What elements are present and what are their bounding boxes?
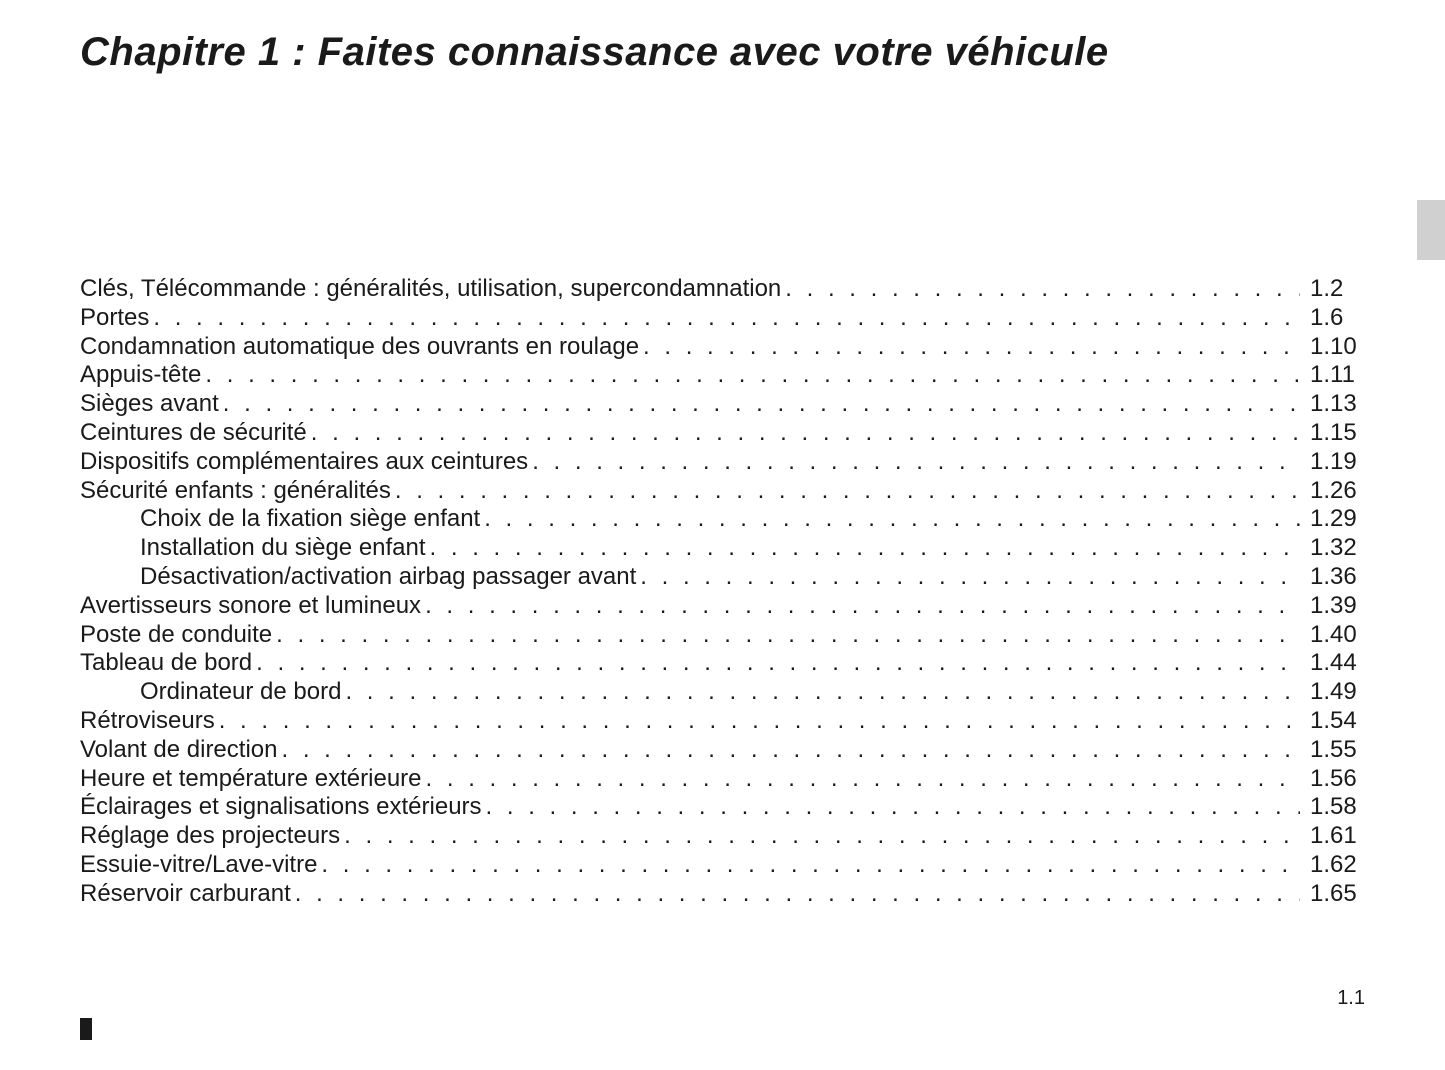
toc-label: Volant de direction	[80, 736, 277, 765]
toc-row: Heure et température extérieure. . . . .…	[80, 765, 1365, 794]
toc-label: Avertisseurs sonore et lumineux	[80, 592, 421, 621]
toc-dot-leader: . . . . . . . . . . . . . . . . . . . . …	[480, 505, 1300, 534]
toc-row: Éclairages et signalisations extérieurs.…	[80, 793, 1365, 822]
toc-dot-leader: . . . . . . . . . . . . . . . . . . . . …	[291, 880, 1300, 909]
toc-row: Appuis-tête. . . . . . . . . . . . . . .…	[80, 361, 1365, 390]
toc-label: Choix de la fixation siège enfant	[80, 505, 480, 534]
page-number: 1.1	[1337, 987, 1365, 1010]
toc-row: Ceintures de sécurité. . . . . . . . . .…	[80, 419, 1365, 448]
toc-label: Heure et température extérieure	[80, 765, 422, 794]
toc-dot-leader: . . . . . . . . . . . . . . . . . . . . …	[426, 534, 1300, 563]
chapter-title: Chapitre 1 : Faites connaissance avec vo…	[80, 30, 1365, 75]
toc-dot-leader: . . . . . . . . . . . . . . . . . . . . …	[277, 736, 1300, 765]
toc-label: Clés, Télécommande : généralités, utilis…	[80, 275, 781, 304]
toc-dot-leader: . . . . . . . . . . . . . . . . . . . . …	[781, 275, 1300, 304]
toc-dot-leader: . . . . . . . . . . . . . . . . . . . . …	[340, 822, 1300, 851]
toc-row: Ordinateur de bord. . . . . . . . . . . …	[80, 678, 1365, 707]
toc-row: Poste de conduite. . . . . . . . . . . .…	[80, 621, 1365, 650]
toc-dot-leader: . . . . . . . . . . . . . . . . . . . . …	[422, 765, 1300, 794]
toc-page: 1.39	[1300, 592, 1365, 621]
toc-dot-leader: . . . . . . . . . . . . . . . . . . . . …	[201, 361, 1300, 390]
toc-label: Désactivation/activation airbag passager…	[80, 563, 636, 592]
toc-page: 1.40	[1300, 621, 1365, 650]
toc-row: Essuie-vitre/Lave-vitre. . . . . . . . .…	[80, 851, 1365, 880]
toc-row: Sièges avant. . . . . . . . . . . . . . …	[80, 390, 1365, 419]
toc-page: 1.49	[1300, 678, 1365, 707]
toc-page: 1.56	[1300, 765, 1365, 794]
toc-row: Réglage des projecteurs. . . . . . . . .…	[80, 822, 1365, 851]
toc-row: Réservoir carburant. . . . . . . . . . .…	[80, 880, 1365, 909]
toc-page: 1.29	[1300, 505, 1365, 534]
toc-label: Réglage des projecteurs	[80, 822, 340, 851]
toc-dot-leader: . . . . . . . . . . . . . . . . . . . . …	[272, 621, 1300, 650]
toc-page: 1.55	[1300, 736, 1365, 765]
toc-label: Ceintures de sécurité	[80, 419, 307, 448]
toc-row: Choix de la fixation siège enfant. . . .…	[80, 505, 1365, 534]
toc-dot-leader: . . . . . . . . . . . . . . . . . . . . …	[391, 477, 1300, 506]
toc-dot-leader: . . . . . . . . . . . . . . . . . . . . …	[307, 419, 1300, 448]
toc-dot-leader: . . . . . . . . . . . . . . . . . . . . …	[252, 649, 1300, 678]
toc-page: 1.15	[1300, 419, 1365, 448]
toc-page: 1.6	[1300, 304, 1365, 333]
toc-dot-leader: . . . . . . . . . . . . . . . . . . . . …	[636, 563, 1300, 592]
toc-dot-leader: . . . . . . . . . . . . . . . . . . . . …	[421, 592, 1300, 621]
toc-label: Installation du siège enfant	[80, 534, 426, 563]
toc-page: 1.11	[1300, 361, 1365, 390]
toc-label: Sécurité enfants : généralités	[80, 477, 391, 506]
toc-dot-leader: . . . . . . . . . . . . . . . . . . . . …	[528, 448, 1300, 477]
toc-page: 1.26	[1300, 477, 1365, 506]
toc-label: Sièges avant	[80, 390, 219, 419]
footer-mark	[80, 1018, 92, 1040]
toc-page: 1.58	[1300, 793, 1365, 822]
toc-label: Rétroviseurs	[80, 707, 215, 736]
toc-row: Installation du siège enfant. . . . . . …	[80, 534, 1365, 563]
toc-dot-leader: . . . . . . . . . . . . . . . . . . . . …	[219, 390, 1300, 419]
toc-row: Rétroviseurs. . . . . . . . . . . . . . …	[80, 707, 1365, 736]
toc-row: Dispositifs complémentaires aux ceinture…	[80, 448, 1365, 477]
toc-row: Clés, Télécommande : généralités, utilis…	[80, 275, 1365, 304]
toc-row: Désactivation/activation airbag passager…	[80, 563, 1365, 592]
toc-label: Essuie-vitre/Lave-vitre	[80, 851, 317, 880]
toc-dot-leader: . . . . . . . . . . . . . . . . . . . . …	[317, 851, 1300, 880]
toc-page: 1.61	[1300, 822, 1365, 851]
toc-label: Appuis-tête	[80, 361, 201, 390]
toc-page: 1.2	[1300, 275, 1365, 304]
toc-label: Portes	[80, 304, 149, 333]
toc-row: Condamnation automatique des ouvrants en…	[80, 333, 1365, 362]
toc-page: 1.32	[1300, 534, 1365, 563]
toc-page: 1.54	[1300, 707, 1365, 736]
toc-row: Tableau de bord. . . . . . . . . . . . .…	[80, 649, 1365, 678]
toc-row: Avertisseurs sonore et lumineux. . . . .…	[80, 592, 1365, 621]
toc-label: Éclairages et signalisations extérieurs	[80, 793, 482, 822]
toc-label: Ordinateur de bord	[80, 678, 341, 707]
toc-dot-leader: . . . . . . . . . . . . . . . . . . . . …	[215, 707, 1300, 736]
toc-dot-leader: . . . . . . . . . . . . . . . . . . . . …	[639, 333, 1300, 362]
toc-row: Volant de direction. . . . . . . . . . .…	[80, 736, 1365, 765]
page-container: Chapitre 1 : Faites connaissance avec vo…	[0, 0, 1445, 949]
toc-row: Sécurité enfants : généralités. . . . . …	[80, 477, 1365, 506]
toc-page: 1.62	[1300, 851, 1365, 880]
toc-page: 1.13	[1300, 390, 1365, 419]
toc-label: Réservoir carburant	[80, 880, 291, 909]
table-of-contents: Clés, Télécommande : généralités, utilis…	[80, 275, 1365, 909]
toc-page: 1.44	[1300, 649, 1365, 678]
toc-dot-leader: . . . . . . . . . . . . . . . . . . . . …	[149, 304, 1300, 333]
toc-page: 1.10	[1300, 333, 1365, 362]
side-tab	[1417, 200, 1445, 260]
toc-label: Poste de conduite	[80, 621, 272, 650]
toc-label: Tableau de bord	[80, 649, 252, 678]
toc-page: 1.65	[1300, 880, 1365, 909]
toc-label: Dispositifs complémentaires aux ceinture…	[80, 448, 528, 477]
toc-page: 1.19	[1300, 448, 1365, 477]
toc-dot-leader: . . . . . . . . . . . . . . . . . . . . …	[341, 678, 1300, 707]
toc-dot-leader: . . . . . . . . . . . . . . . . . . . . …	[482, 793, 1300, 822]
toc-row: Portes. . . . . . . . . . . . . . . . . …	[80, 304, 1365, 333]
toc-label: Condamnation automatique des ouvrants en…	[80, 333, 639, 362]
toc-page: 1.36	[1300, 563, 1365, 592]
